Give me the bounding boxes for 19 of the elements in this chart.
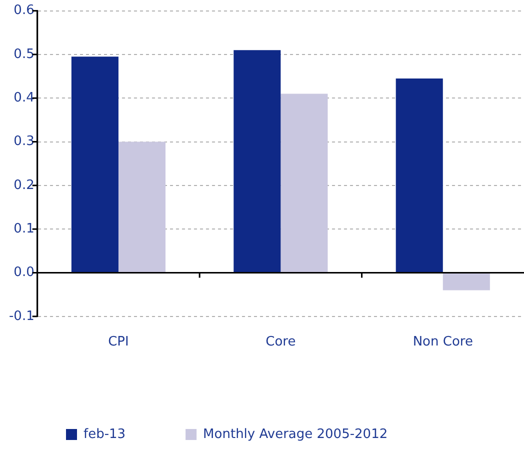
x-tick-label: CPI [108,334,129,350]
x-tick-label: Core [266,334,296,350]
y-tick-label: 0.5 [14,46,34,62]
bar [442,273,490,290]
bar [118,142,166,272]
bar [71,56,118,272]
y-tick-label: 0.0 [14,265,34,280]
y-tick-label: 0.3 [14,134,34,150]
x-tick-label: Non Core [412,334,473,350]
y-tick-label: 0.6 [14,3,34,18]
y-tick-label: 0.2 [14,178,34,193]
y-tick-label: 0.4 [14,90,34,106]
legend-label: feb-13 [84,426,126,442]
legend-label: Monthly Average 2005-2012 [203,426,388,442]
y-tick-label: 0.1 [14,221,34,236]
bar [280,94,328,272]
y-tick-label: -0.1 [8,308,34,324]
bar [234,50,281,272]
bar [396,78,443,272]
